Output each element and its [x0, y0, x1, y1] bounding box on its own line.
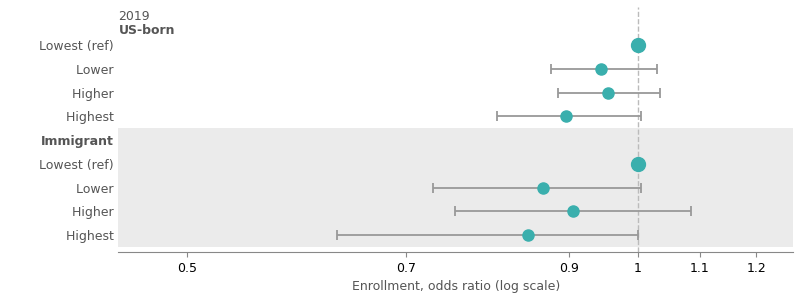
Text: US-born: US-born — [118, 24, 175, 37]
Bar — [118, 128, 793, 247]
Point — [631, 43, 644, 47]
X-axis label: Enrollment, odds ratio (log scale): Enrollment, odds ratio (log scale) — [352, 280, 560, 293]
Text: 2019: 2019 — [118, 10, 150, 23]
Point — [631, 161, 644, 166]
